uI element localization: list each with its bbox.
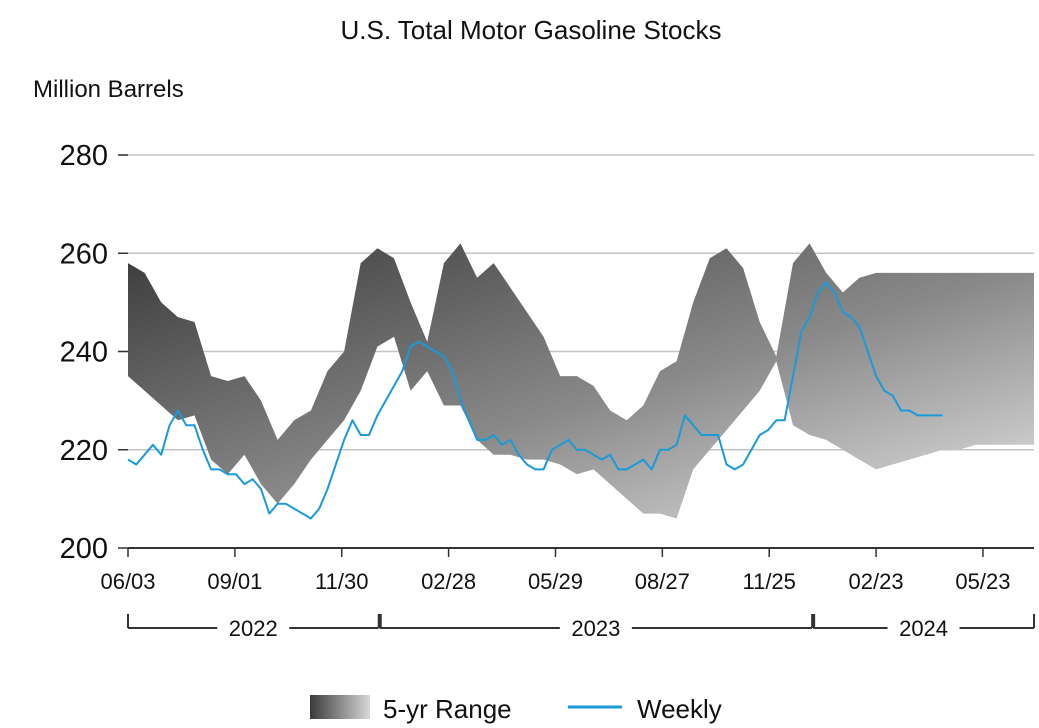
plot-area — [127, 243, 1034, 520]
y-tick-label-240: 240 — [60, 337, 108, 369]
x-tick-label-05-23: 05/23 — [955, 569, 1010, 594]
year-label-2024: 2024 — [899, 616, 948, 641]
five-year-range-band — [128, 243, 1034, 519]
legend-range-swatch — [310, 695, 370, 719]
x-tick-label-08-27: 08/27 — [635, 569, 690, 594]
y-axis-ticks: 200 220 240 260 280 — [60, 140, 128, 565]
legend-range-label: 5-yr Range — [383, 694, 512, 724]
y-tick-label-220: 220 — [60, 435, 108, 467]
x-tick-label-11-25: 11/25 — [742, 569, 795, 594]
x-tick-label-02-28: 02/28 — [421, 569, 476, 594]
x-tick-label-09-01: 09/01 — [207, 569, 262, 594]
legend: 5-yr Range Weekly — [310, 694, 722, 724]
weekly-line — [127, 281, 943, 520]
x-tick-label-02-23: 02/23 — [849, 569, 904, 594]
y-axis-label: Million Barrels — [33, 76, 184, 103]
legend-weekly-label: Weekly — [637, 694, 722, 724]
y-tick-label-260: 260 — [60, 238, 108, 270]
year-label-2022: 2022 — [229, 616, 278, 641]
x-tick-label-06-03: 06/03 — [100, 569, 155, 594]
chart-title: U.S. Total Motor Gasoline Stocks — [340, 15, 721, 45]
x-axis: 06/03 09/01 11/30 02/28 05/29 08/27 11/25 02/23… — [100, 547, 1034, 594]
year-brackets: 2022 2023 2024 — [127, 614, 1035, 641]
y-tick-label-280: 280 — [60, 140, 108, 172]
y-tick-label-200: 200 — [60, 533, 108, 565]
year-label-2023: 2023 — [571, 616, 620, 641]
x-tick-label-11-30: 11/30 — [315, 569, 368, 594]
x-tick-label-05-29: 05/29 — [528, 569, 583, 594]
